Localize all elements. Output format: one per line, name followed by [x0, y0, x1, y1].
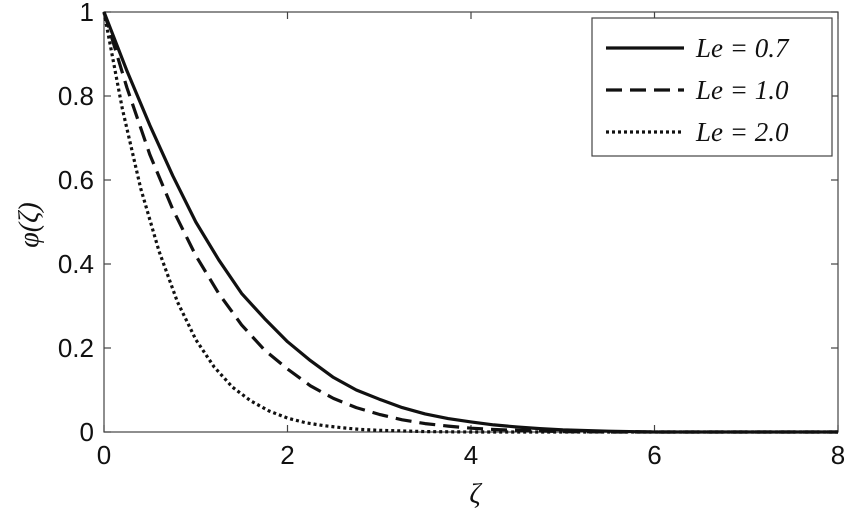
y-tick-label: 1	[80, 0, 94, 27]
x-tick-label: 6	[647, 440, 661, 470]
y-tick-label: 0	[80, 417, 94, 447]
legend: Le = 0.7 Le = 1.0 Le = 2.0	[591, 17, 833, 157]
x-tick-label: 0	[97, 440, 111, 470]
y-tick-label: 0.2	[58, 333, 94, 363]
series-layer	[102, 11, 838, 434]
legend-label-3: Le = 2.0	[695, 117, 789, 147]
x-tick-label: 4	[464, 440, 478, 470]
legend-label-2: Le = 1.0	[695, 75, 789, 105]
series-line-3	[102, 11, 838, 434]
y-axis-label: φ(ζ)	[14, 202, 45, 247]
legend-label-1: Le = 0.7	[695, 33, 790, 63]
x-tick-label: 8	[831, 440, 845, 470]
series-line-2	[102, 11, 838, 434]
x-axis-label: ζ	[469, 479, 482, 510]
x-tick-label: 2	[280, 440, 294, 470]
y-tick-label: 0.6	[58, 165, 94, 195]
y-tick-label: 0.8	[58, 81, 94, 111]
ticks-layer: 0 2 4 6 8 0 0.2 0.4 0.6 0.8 1	[58, 0, 845, 470]
series-line-1	[102, 11, 838, 434]
y-tick-label: 0.4	[58, 249, 94, 279]
